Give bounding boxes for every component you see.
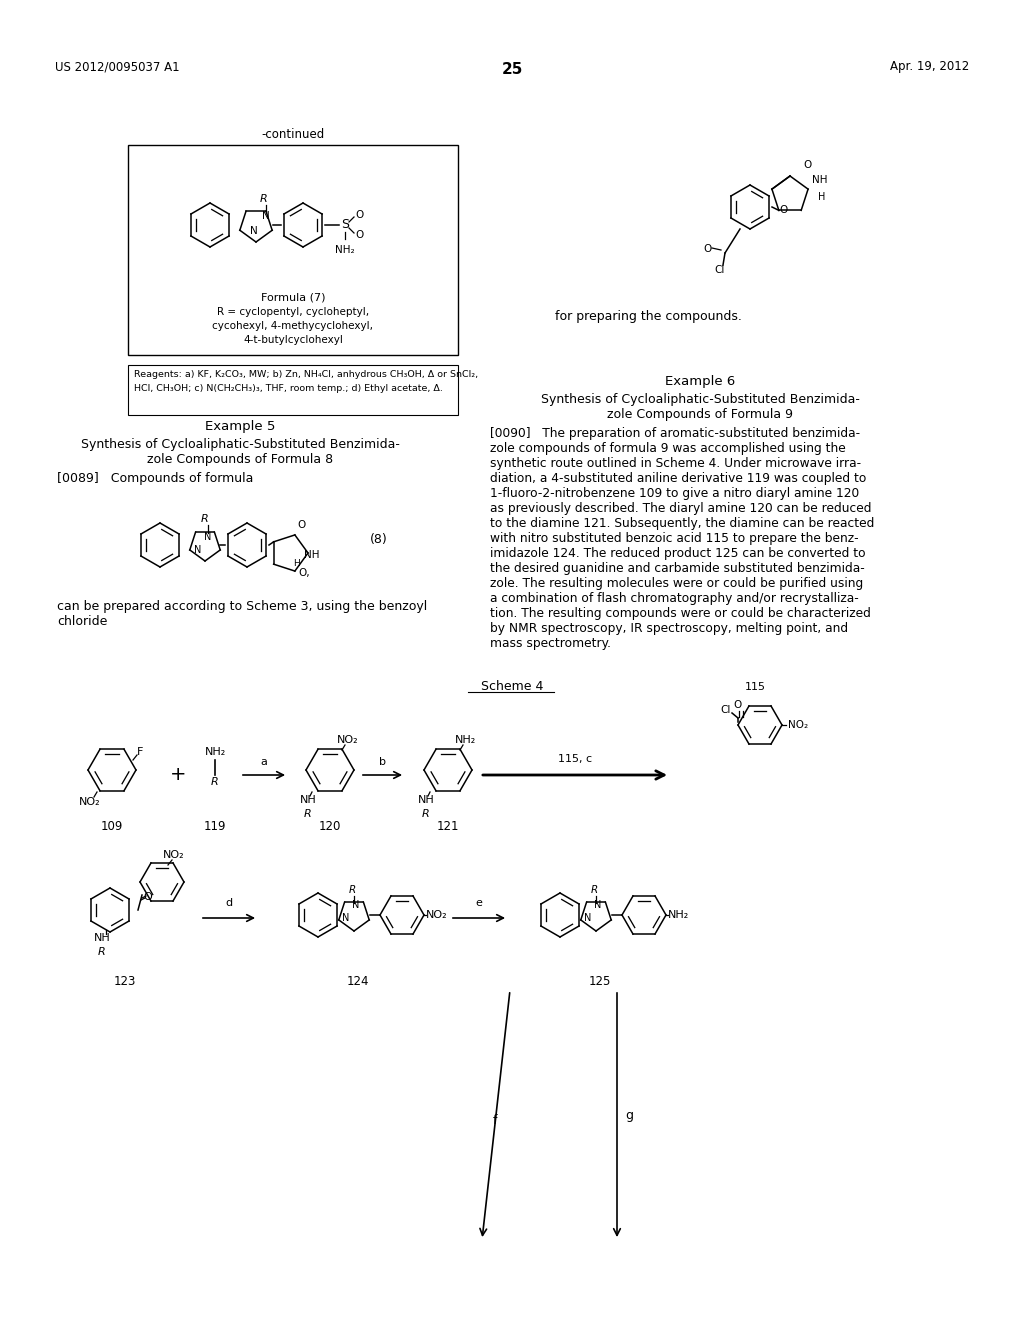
Text: HCl, CH₃OH; c) N(CH₂CH₃)₃, THF, room temp.; d) Ethyl acetate, Δ.: HCl, CH₃OH; c) N(CH₂CH₃)₃, THF, room tem… xyxy=(134,384,442,393)
Text: NH₂: NH₂ xyxy=(456,735,476,744)
Text: Example 6: Example 6 xyxy=(665,375,735,388)
Text: 115, c: 115, c xyxy=(558,754,592,764)
Text: Synthesis of Cycloaliphatic-Substituted Benzimida-: Synthesis of Cycloaliphatic-Substituted … xyxy=(81,438,399,451)
Text: a: a xyxy=(260,756,267,767)
Text: O: O xyxy=(297,520,305,531)
Text: g: g xyxy=(625,1109,633,1122)
Text: -continued: -continued xyxy=(261,128,325,141)
Text: [0089]   Compounds of formula: [0089] Compounds of formula xyxy=(57,473,253,484)
Text: R = cyclopentyl, cycloheptyl,: R = cyclopentyl, cycloheptyl, xyxy=(217,308,369,317)
Text: NH: NH xyxy=(304,550,319,560)
Text: N: N xyxy=(262,211,270,220)
Text: R: R xyxy=(422,809,430,818)
Text: NH₂: NH₂ xyxy=(205,747,225,756)
Text: O,: O, xyxy=(298,568,310,578)
Text: R: R xyxy=(591,884,598,895)
Text: N: N xyxy=(250,226,258,236)
Text: NH: NH xyxy=(93,933,111,942)
Text: F: F xyxy=(137,747,143,756)
Text: NO₂: NO₂ xyxy=(788,719,808,730)
Text: 119: 119 xyxy=(204,820,226,833)
Text: NO₂: NO₂ xyxy=(79,797,100,807)
Text: Synthesis of Cycloaliphatic-Substituted Benzimida-: Synthesis of Cycloaliphatic-Substituted … xyxy=(541,393,859,407)
Text: zole Compounds of Formula 8: zole Compounds of Formula 8 xyxy=(146,453,333,466)
Text: R: R xyxy=(211,777,219,787)
Text: 124: 124 xyxy=(347,975,370,987)
Text: cycohexyl, 4-methycyclohexyl,: cycohexyl, 4-methycyclohexyl, xyxy=(213,321,374,331)
Text: Cl: Cl xyxy=(715,265,725,275)
Text: R: R xyxy=(304,809,312,818)
Text: b: b xyxy=(379,756,385,767)
Text: Scheme 4: Scheme 4 xyxy=(481,680,543,693)
Text: NO₂: NO₂ xyxy=(337,735,358,744)
Text: [0090]   The preparation of aromatic-substituted benzimida-
zole compounds of fo: [0090] The preparation of aromatic-subst… xyxy=(490,426,874,649)
Text: 109: 109 xyxy=(100,820,123,833)
Text: US 2012/0095037 A1: US 2012/0095037 A1 xyxy=(55,59,179,73)
Text: NH: NH xyxy=(300,795,316,805)
Bar xyxy=(128,366,458,414)
Text: R: R xyxy=(260,194,268,205)
Text: NH: NH xyxy=(812,176,827,185)
Text: zole Compounds of Formula 9: zole Compounds of Formula 9 xyxy=(607,408,793,421)
Text: +: + xyxy=(170,766,186,784)
Text: NH: NH xyxy=(418,795,434,805)
Text: O: O xyxy=(355,210,364,220)
Text: N: N xyxy=(594,900,602,909)
Text: Example 5: Example 5 xyxy=(205,420,275,433)
Text: NO₂: NO₂ xyxy=(163,850,184,861)
Text: N: N xyxy=(195,545,202,554)
Text: Apr. 19, 2012: Apr. 19, 2012 xyxy=(890,59,969,73)
Text: Reagents: a) KF, K₂CO₃, MW; b) Zn, NH₄Cl, anhydrous CH₃OH, Δ or SnCl₂,: Reagents: a) KF, K₂CO₃, MW; b) Zn, NH₄Cl… xyxy=(134,370,478,379)
Text: NO₂: NO₂ xyxy=(426,909,447,920)
Text: H: H xyxy=(818,191,825,202)
Text: for preparing the compounds.: for preparing the compounds. xyxy=(555,310,741,323)
Text: N: N xyxy=(585,913,592,923)
Text: R: R xyxy=(98,946,105,957)
Text: N: N xyxy=(205,532,212,543)
Text: O: O xyxy=(702,244,711,253)
Text: d: d xyxy=(225,898,232,908)
Text: chloride: chloride xyxy=(57,615,108,628)
Text: 121: 121 xyxy=(437,820,459,833)
Text: e: e xyxy=(475,898,482,908)
Text: f: f xyxy=(493,1114,497,1126)
Text: O: O xyxy=(780,205,788,215)
Text: Cl: Cl xyxy=(721,705,731,715)
Text: N: N xyxy=(352,900,359,909)
Text: N: N xyxy=(342,913,349,923)
Text: O: O xyxy=(804,160,812,170)
Text: (8): (8) xyxy=(370,533,388,546)
Text: 123: 123 xyxy=(114,975,136,987)
Text: 120: 120 xyxy=(318,820,341,833)
Text: 115: 115 xyxy=(744,682,766,692)
Text: O: O xyxy=(355,230,364,240)
Bar xyxy=(128,145,458,355)
Text: R: R xyxy=(348,884,355,895)
Text: H: H xyxy=(294,558,300,568)
Text: 4-t-butylcyclohexyl: 4-t-butylcyclohexyl xyxy=(243,335,343,345)
Text: 125: 125 xyxy=(589,975,611,987)
Text: can be prepared according to Scheme 3, using the benzoyl: can be prepared according to Scheme 3, u… xyxy=(57,601,427,612)
Text: NH₂: NH₂ xyxy=(335,246,354,255)
Text: Formula (7): Formula (7) xyxy=(261,293,326,304)
Text: R: R xyxy=(201,513,209,524)
Text: NH₂: NH₂ xyxy=(668,909,689,920)
Text: O: O xyxy=(143,892,153,902)
Text: S: S xyxy=(341,219,349,231)
Text: O: O xyxy=(734,700,742,710)
Text: 25: 25 xyxy=(502,62,522,77)
